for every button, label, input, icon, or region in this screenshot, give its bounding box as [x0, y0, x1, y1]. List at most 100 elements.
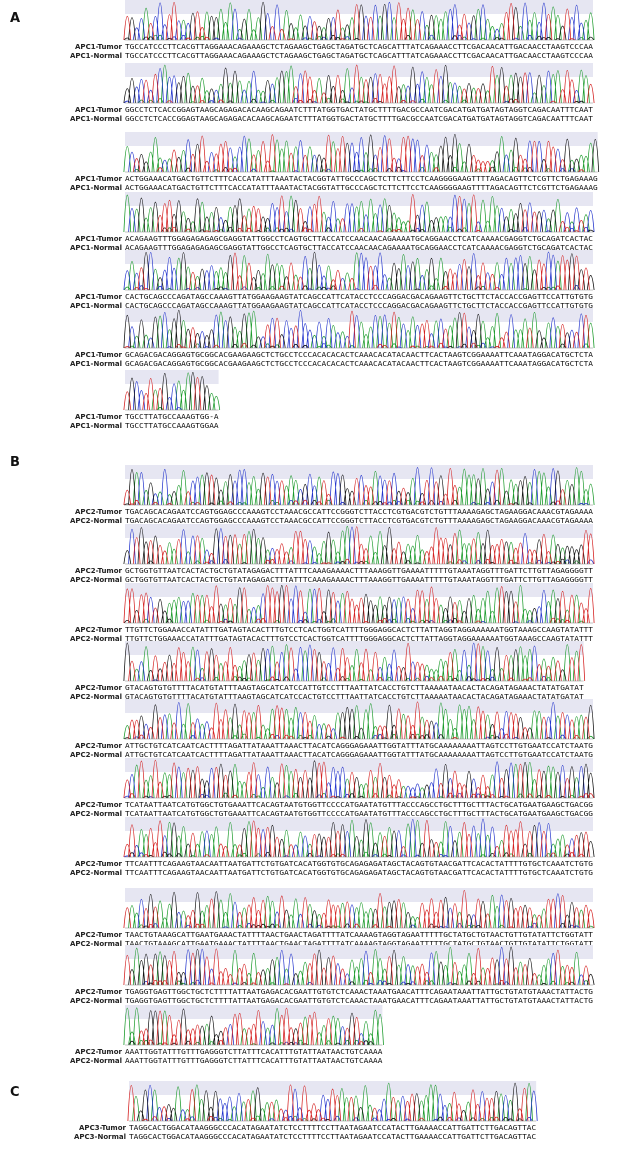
row-label: APC3-Tumor	[79, 1124, 127, 1132]
quality-band	[125, 370, 219, 384]
chromatogram	[123, 524, 595, 565]
row-label: APC1-Normal	[70, 244, 122, 252]
row-label: APC1-Normal	[70, 302, 122, 310]
trace	[137, 643, 548, 682]
row-label: APC1-Tumor	[75, 293, 123, 301]
sequence: AAATTGGTATTTGTTTGAGGGTCTTATTTCACATTTGTAT…	[125, 1056, 383, 1065]
sequence: GGCCTCTCACCGGAGTAAGCAGAGACACAAGCAGAATCTT…	[125, 114, 594, 123]
quality-band	[125, 250, 593, 264]
row-label: APC1-Normal	[70, 52, 122, 60]
trace	[142, 252, 595, 291]
chromatogram	[123, 132, 600, 173]
trace	[142, 585, 585, 624]
row-label: APC2-Tumor	[75, 988, 123, 996]
chromatogram	[123, 63, 595, 104]
row-label: APC1-Tumor	[75, 235, 123, 243]
chromatogram	[123, 0, 595, 41]
sequence: TGACAGCACAGAATCCAGTGGAGCCCAAAGTCCTAAACGC…	[125, 507, 594, 516]
chromatogram	[123, 888, 595, 929]
trace	[133, 702, 572, 740]
row-label: APC2-Tumor	[75, 742, 123, 750]
quality-band	[125, 132, 598, 146]
trace	[132, 762, 581, 799]
row-label: APC1-Tumor	[75, 351, 123, 359]
chromatogram	[123, 192, 595, 233]
panel-label: A	[10, 11, 20, 26]
sequence: TAGGCACTGGACATAAGGGCCCACATAGAATATCTCCTTT…	[129, 1123, 536, 1132]
trace	[123, 761, 586, 799]
row-label: APC2-Tumor	[75, 860, 123, 868]
trace	[137, 467, 590, 506]
trace	[146, 585, 548, 624]
trace	[132, 381, 183, 411]
row-label: APC3-Normal	[74, 1133, 126, 1141]
sequence: TTCAATTTCAGAAGTAACAATTAATGATTCTGTGATCACA…	[125, 868, 593, 877]
sequence: TGCCATCCCTTCACGTTAGGAAACAGAAAGCTCTAGAAGC…	[125, 42, 594, 51]
quality-band	[125, 888, 593, 902]
sequence: TGCCTTATGCCAAAGTGG-A	[125, 412, 219, 421]
trace	[123, 948, 590, 986]
row-label: APC1-Normal	[70, 184, 122, 192]
sequence: TAGGCACTGGACATAAGGGCCCACATAGAATATCTCCTTT…	[129, 1132, 536, 1141]
chromatogram	[123, 758, 595, 799]
trace	[128, 372, 211, 411]
trace	[123, 468, 567, 506]
trace	[123, 760, 595, 799]
row-label: APC1-Normal	[70, 422, 122, 430]
sequence: ATTGCTGTCATCAATCACTTTTAGATTATAAATTAAACTT…	[125, 750, 593, 759]
quality-band	[125, 308, 593, 322]
trace	[142, 64, 595, 104]
trace	[165, 526, 580, 565]
trace	[128, 701, 590, 740]
trace	[123, 2, 595, 41]
trace	[132, 1083, 533, 1122]
sequence: GGCCTCTCACCGGAGTAAGCAGAGACACAAGCAGAATCTT…	[125, 105, 594, 114]
trace	[128, 310, 586, 349]
trace	[123, 136, 595, 173]
row-label: APC1-Normal	[70, 360, 122, 368]
chromatogram	[123, 699, 595, 740]
trace	[132, 526, 595, 565]
trace	[137, 820, 567, 858]
sequence: TTGTTCTGGAAACCATATTTGATAGTACACTTTGTCCTCA…	[125, 625, 594, 634]
trace	[123, 890, 595, 929]
trace	[128, 311, 595, 349]
chromatogram	[123, 1005, 384, 1046]
trace	[124, 469, 576, 506]
quality-band	[125, 583, 593, 597]
sequence: ACTGGAAACATGACTGTTCTTTCACCATATTTAAATACTA…	[125, 174, 598, 183]
quality-band	[125, 63, 593, 77]
quality-band	[125, 699, 593, 713]
sequence: GCAGACGACAGGAGTGCGGCACGAAGAAGCTCTGCCTCCC…	[125, 350, 594, 359]
row-label: APC2-Tumor	[75, 1048, 123, 1056]
trace	[123, 310, 572, 349]
quality-band	[125, 817, 593, 831]
sequence: GCAGACGACAGGAGTGCGGCACGAAGAAGCTCTGCCTCCC…	[125, 359, 594, 368]
row-label: APC2-Normal	[70, 635, 122, 643]
trace	[124, 818, 576, 858]
trace	[123, 252, 562, 291]
trace	[137, 893, 580, 929]
panel-label: B	[10, 455, 20, 470]
trace	[123, 65, 585, 104]
sequence: TGAGGTGAGTTGGCTGCTCTTTTATTAATGAGACACGAAT…	[125, 996, 593, 1005]
sequence: AAATTGGTATTTGTTTGAGGGTCTTATTTCACATTTGTAT…	[125, 1047, 383, 1056]
chromatogram	[123, 250, 595, 291]
trace	[137, 1008, 365, 1046]
trace	[123, 585, 595, 624]
panel-label: C	[10, 1085, 20, 1100]
row-label: APC2-Normal	[70, 869, 122, 877]
sequence: TAACTGTAAAGCATTGAATGAAACTATTTTAACTGAACTA…	[125, 930, 594, 939]
trace	[123, 251, 580, 291]
trace	[136, 1083, 524, 1122]
row-label: APC2-Tumor	[75, 508, 123, 516]
quality-band	[125, 0, 593, 14]
trace	[123, 702, 595, 740]
trace	[132, 134, 585, 173]
row-label: APC2-Normal	[70, 997, 122, 1005]
trace	[132, 644, 581, 682]
chromatogram	[123, 370, 221, 411]
trace	[146, 1084, 538, 1122]
row-label: APC1-Tumor	[75, 106, 123, 114]
